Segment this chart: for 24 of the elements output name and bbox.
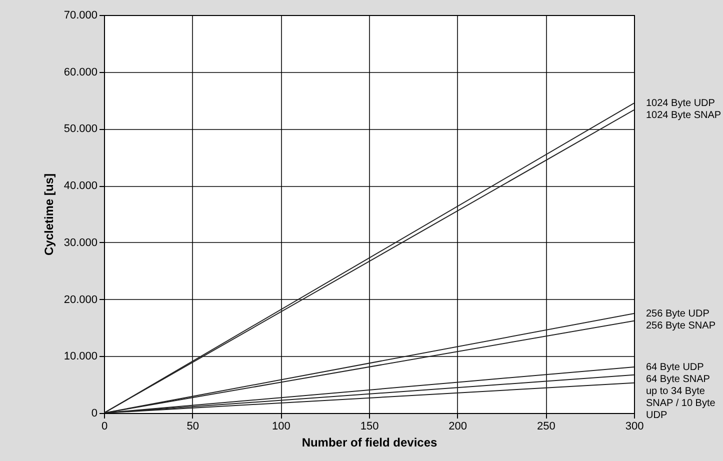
y-tick-label: 20.000 <box>64 294 98 306</box>
x-axis-title: Number of field devices <box>302 436 438 450</box>
series-label: 64 Byte UDP <box>646 362 704 373</box>
y-tick-label: 0 <box>91 408 98 420</box>
x-tick-label: 300 <box>625 420 644 432</box>
x-tick-label: 250 <box>536 420 556 432</box>
series-label: 64 Byte SNAP <box>646 374 710 385</box>
y-tick-label: 40.000 <box>64 180 98 192</box>
x-tick-label: 0 <box>101 420 108 432</box>
x-tick-label: 150 <box>360 420 379 432</box>
y-tick-label: 50.000 <box>64 123 98 136</box>
series-label: 256 Byte UDP <box>646 308 710 320</box>
x-tick-label: 200 <box>448 420 468 432</box>
y-tick-label: 30.000 <box>64 236 98 249</box>
y-tick-label: 60.000 <box>64 66 98 78</box>
y-tick-label: 70.000 <box>64 10 98 22</box>
series-label: 1024 Byte SNAP <box>646 110 722 122</box>
x-tick-label: 100 <box>272 420 290 432</box>
y-tick-label: 10.000 <box>64 350 98 363</box>
y-axis-title: Cycletime [us] <box>42 173 56 256</box>
series-label: up to 34 Byte SNAP / 10 Byte UDP <box>646 386 716 421</box>
x-tick-label: 50 <box>186 420 199 432</box>
series-label: 256 Byte SNAP <box>646 320 716 332</box>
series-label: 1024 Byte UDP <box>646 98 716 110</box>
